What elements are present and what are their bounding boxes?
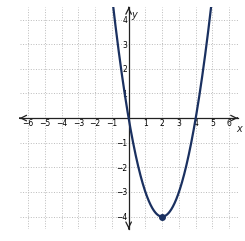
- Text: x: x: [236, 124, 242, 134]
- Text: y: y: [131, 10, 137, 20]
